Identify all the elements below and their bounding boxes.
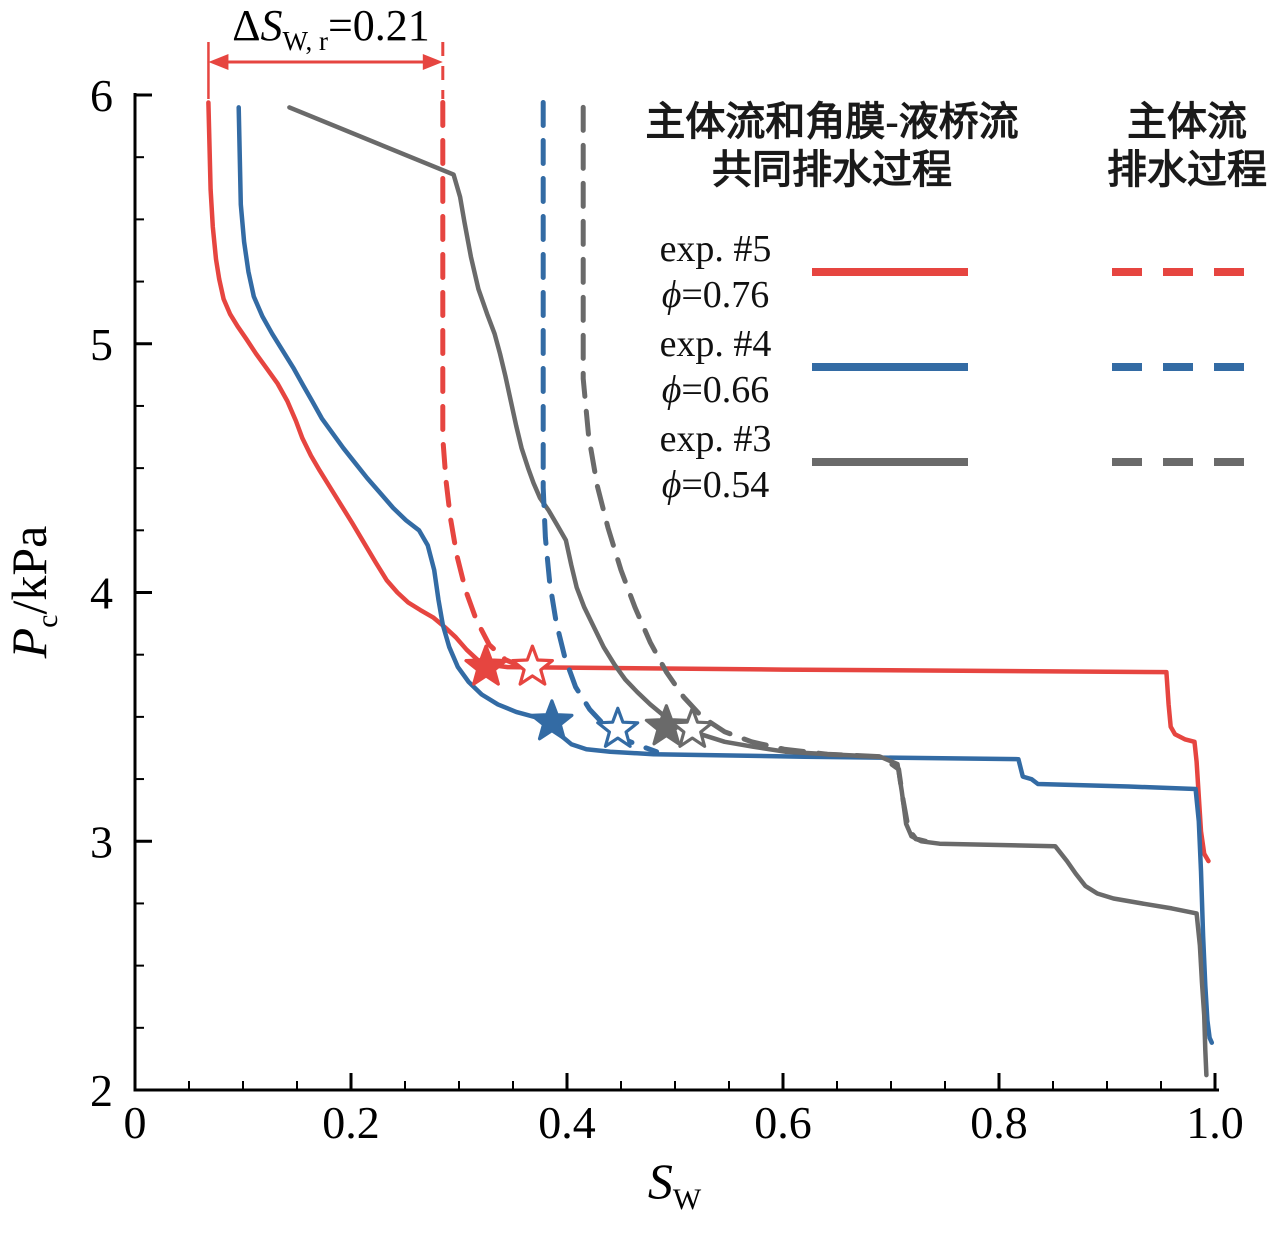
curve-exp3-combined-drainage: [287, 105, 1209, 1078]
exp4-star-filled-icon: [530, 699, 574, 741]
curve-exp4-combined-drainage: [236, 105, 1215, 1045]
curve-exp5-combined-drainage: [206, 100, 1211, 864]
legend-entry-exp4-porosity: ϕ=0.66: [661, 369, 770, 411]
transition-point-stars: [464, 644, 714, 748]
x-tick-label: 0: [124, 1097, 147, 1148]
axes: 0 0.2 0.4 0.6 0.8 1.0 2 3 4 5 6: [90, 70, 1244, 1148]
annotation-value: =0.21: [327, 1, 430, 50]
delta-sw-residual-annotation: ΔSW, r=0.21: [196, 0, 466, 54]
y-tick-label: 4: [90, 568, 113, 619]
legend-title-main-drainage: 主体流 排水过程: [1072, 98, 1275, 194]
legend-title-combined-line1: 主体流和角膜-液桥流: [645, 99, 1019, 144]
exp3-star-open-icon: [670, 706, 714, 748]
legend-entry-exp4: exp. #4 ϕ=0.66: [618, 321, 813, 413]
legend-title-main-line2: 排水过程: [1107, 147, 1267, 192]
x-tick-label: 0.2: [322, 1097, 380, 1148]
drainage-curves: [206, 100, 1215, 1078]
legend-entry-exp5-porosity: ϕ=0.76: [661, 274, 770, 316]
x-tick-label: 0.6: [754, 1097, 812, 1148]
delta-sw-arrow: [207, 42, 445, 99]
delta-symbol: Δ: [232, 1, 261, 50]
legend-entry-exp3-label: exp. #3: [659, 418, 772, 460]
curve-exp3-main-drainage: [580, 104, 929, 844]
x-tick-label: 0.8: [970, 1097, 1028, 1148]
legend-entry-exp3: exp. #3 ϕ=0.54: [618, 416, 813, 508]
curve-exp5-main-drainage: [440, 100, 542, 673]
legend-entry-exp4-label: exp. #4: [659, 323, 772, 365]
legend-title-combined-line2: 共同排水过程: [712, 147, 952, 192]
annotation-subscript: W, r: [282, 25, 328, 56]
y-tick-label: 5: [90, 319, 113, 370]
legend-title-main-line1: 主体流: [1127, 99, 1247, 144]
legend-entry-exp5-label: exp. #5: [659, 228, 772, 270]
exp5-star-open-icon: [510, 644, 554, 686]
exp4-star-open-icon: [596, 706, 640, 748]
legend-entry-exp3-porosity: ϕ=0.54: [661, 464, 770, 506]
y-tick-label: 6: [90, 70, 113, 121]
legend-line-swatches: [812, 268, 1262, 466]
arrowhead-right-icon: [422, 54, 443, 70]
y-tick-label: 3: [90, 816, 113, 867]
annotation-variable: S: [260, 1, 283, 50]
legend-title-combined-drainage: 主体流和角膜-液桥流 共同排水过程: [612, 98, 1052, 194]
legend-entry-exp5: exp. #5 ϕ=0.76: [618, 226, 813, 318]
x-tick-label: 0.4: [538, 1097, 596, 1148]
arrowhead-left-icon: [208, 54, 229, 70]
y-tick-label: 2: [90, 1065, 113, 1116]
exp5-star-filled-icon: [464, 644, 508, 686]
y-axis-label: Pc/kPa: [1, 525, 64, 659]
x-axis-label: SW: [647, 1153, 702, 1216]
exp3-star-filled-icon: [644, 704, 688, 746]
x-tick-label: 1.0: [1186, 1097, 1244, 1148]
